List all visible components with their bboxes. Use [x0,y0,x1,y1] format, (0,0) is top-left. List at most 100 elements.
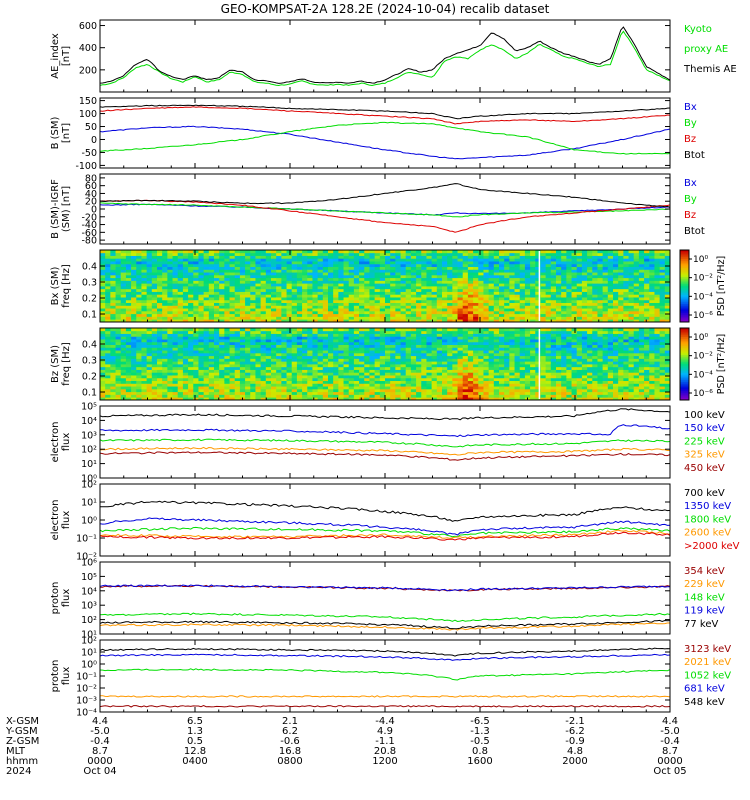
spectrogram-cell [488,299,495,304]
spectrogram-cell [167,328,173,332]
spectrogram-cell [291,274,298,279]
spectrogram-cell [592,316,598,320]
spectrogram-cell [457,269,464,273]
spectrogram-cell [587,272,593,276]
spectrogram-cell [245,350,251,354]
spectrogram-cell [151,366,158,370]
spectrogram-cell [214,328,220,332]
spectrogram-cell [110,291,116,295]
spectrogram-cell [390,272,396,276]
spectrogram-cell [452,377,458,382]
spectrogram-cell [203,297,210,301]
spectrogram-cell [250,294,256,298]
spectrogram-cell [364,347,370,351]
spectrogram-cell [250,397,256,401]
spectrogram-cell [317,388,324,393]
spectrogram-cell [379,294,386,298]
spectrogram-cell [499,288,505,292]
spectrogram-cell [224,383,230,387]
spectrogram-cell [576,263,583,268]
spectrogram-cell [167,299,173,304]
spectrogram-cell [379,291,386,295]
spectrogram-cell [457,375,464,379]
spectrogram-cell [296,330,303,334]
spectrogram-cell [540,252,547,256]
spectrogram-cell [343,358,350,362]
spectrogram-cell [255,372,262,376]
spectrogram-cell [296,383,303,387]
spectrogram-cell [353,313,360,317]
spectrogram-cell [659,280,666,284]
spectrogram-cell [214,383,220,387]
spectrogram-cell [338,252,344,256]
spectrogram-cell [317,330,324,334]
spectrogram-cell [162,388,168,393]
spectrogram-cell [556,308,562,312]
spectrogram-cell [214,305,220,309]
spectrogram-cell [229,388,236,393]
spectrogram-cell [146,383,153,387]
spectrogram-cell [535,277,541,281]
spectrogram-cell [125,269,132,273]
spectrogram-cell [234,263,241,268]
spectrogram-cell [177,266,184,270]
spectrogram-cell [203,272,210,276]
spectrogram-cell [561,316,567,320]
spectrogram-cell [182,261,189,265]
spectrogram-cell [214,283,220,287]
spectrogram-cell [271,252,277,256]
spectrogram-cell [442,280,448,284]
spectrogram-cell [343,383,350,387]
spectrogram-cell [317,328,324,332]
spectrogram-cell [255,305,262,309]
spectrogram-cell [348,308,355,312]
spectrogram-cell [597,272,604,276]
spectrogram-cell [291,358,298,362]
spectrogram-cell [467,255,474,259]
spectrogram-cell [193,352,199,357]
spectrogram-cell [405,269,412,273]
spectrogram-cell [245,286,251,290]
spectrogram-cell [260,380,267,384]
spectrogram-cell [493,283,500,287]
spectrogram-cell [131,291,137,295]
spectrogram-cell [276,358,282,362]
spectrogram-cell [193,319,199,323]
spectrogram-cell [198,308,205,312]
spectrogram-cell [188,369,194,373]
spectrogram-cell [219,358,225,362]
spectrogram-cell [504,288,510,292]
spectrogram-cell [281,383,287,387]
spectrogram-cell [333,286,339,290]
spectrogram-cell [353,330,360,334]
spectrogram-cell [431,372,438,376]
spectrogram-cell [633,258,640,262]
spectrogram-cell [317,391,324,395]
spectrogram-cell [312,308,319,312]
spectrogram-cell [462,380,469,384]
spectrogram-cell [328,316,334,320]
spectrogram-cell [229,355,236,359]
spectrogram-cell [390,288,396,292]
spectrogram-cell [265,302,272,306]
spectrogram-cell [592,297,598,301]
spectrogram-cell [286,369,293,373]
spectrogram-cell [390,341,396,346]
spectrogram-cell [410,364,417,368]
spectrogram-cell [100,272,106,276]
spectrogram-cell [385,316,391,320]
spectrogram-cell [322,394,329,398]
spectrogram-cell [374,339,381,343]
spectrogram-cell [556,258,562,262]
spectrogram-cell [302,250,308,254]
spectrogram-cell [193,350,199,354]
spectrogram-cell [286,305,293,309]
spectrogram-cell [296,394,303,398]
spectrogram-cell [188,305,194,309]
spectrogram-cell [146,277,153,281]
spectrogram-cell [400,252,407,256]
spectrogram-cell [136,277,142,281]
spectrogram-cell [400,355,407,359]
spectrogram-cell [307,277,313,281]
spectrogram-cell [281,391,287,395]
